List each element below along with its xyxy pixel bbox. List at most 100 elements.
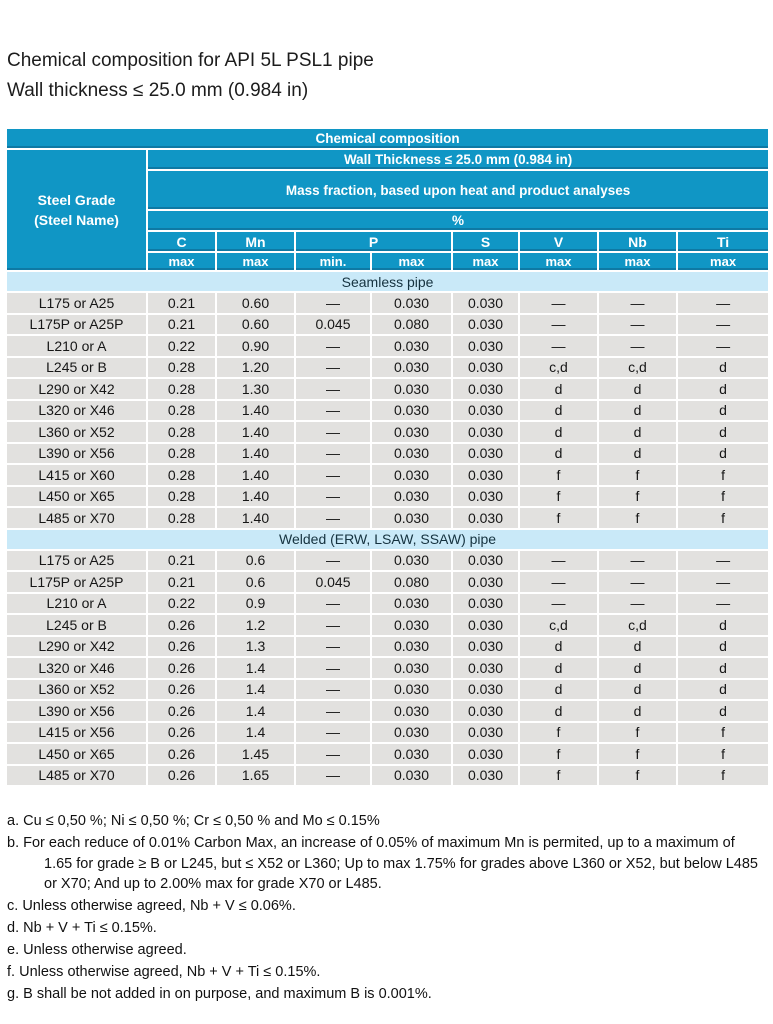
value-cell: c,d — [597, 355, 678, 379]
value-cell: c,d — [597, 613, 678, 637]
footnote-letter: d. — [7, 920, 20, 936]
value-cell: — — [294, 398, 372, 422]
value-cell: d — [518, 420, 599, 444]
value-cell: 0.030 — [370, 720, 453, 744]
value-cell: 0.28 — [146, 377, 217, 401]
value-cell: 0.080 — [370, 570, 453, 594]
value-cell: d — [518, 677, 599, 701]
value-cell: 0.030 — [451, 463, 520, 487]
value-cell: 0.26 — [146, 613, 217, 637]
value-cell: d — [597, 634, 678, 658]
value-cell: 0.26 — [146, 677, 217, 701]
value-cell: 0.030 — [451, 677, 520, 701]
value-cell: 1.4 — [215, 677, 296, 701]
value-cell: — — [518, 570, 599, 594]
value-cell: — — [675, 570, 771, 594]
value-cell: f — [518, 742, 599, 766]
value-cell: 0.030 — [451, 634, 520, 658]
steel-grade-cell: L415 or X60 — [5, 463, 148, 487]
table-row: L245 or B 0.26 1.2—0.030 0.030 c,d c,d d — [5, 613, 771, 637]
value-cell: f — [675, 763, 771, 787]
value-cell: 0.6 — [215, 570, 296, 594]
table-main-header: Chemical composition — [4, 127, 771, 150]
value-cell: — — [597, 548, 678, 572]
value-cell: — — [675, 312, 771, 336]
steel-grade-cell: L320 or X46 — [5, 656, 148, 680]
value-cell: d — [518, 634, 599, 658]
value-cell: 0.030 — [370, 763, 453, 787]
table-row: L210 or A 0.22 0.9—0.030 0.030— — — — [5, 591, 771, 615]
value-cell: 0.22 — [146, 334, 217, 358]
table-row: L320 or X46 0.26 1.4—0.030 0.030 d d d — [5, 656, 771, 680]
steel-grade-cell: L175P or A25P — [5, 570, 148, 594]
value-cell: d — [597, 677, 678, 701]
value-cell: 0.030 — [451, 699, 520, 723]
steel-grade-cell: L485 or X70 — [5, 763, 148, 787]
value-cell: 0.030 — [370, 677, 453, 701]
value-cell: 0.22 — [146, 591, 217, 615]
value-cell: 0.26 — [146, 763, 217, 787]
value-cell: d — [675, 613, 771, 637]
value-cell: d — [518, 377, 599, 401]
value-cell: 0.90 — [215, 334, 296, 358]
steel-grade-cell: L245 or B — [5, 355, 148, 379]
steel-grade-cell: L390 or X56 — [5, 441, 148, 465]
value-cell: d — [597, 398, 678, 422]
value-cell: 0.28 — [146, 420, 217, 444]
value-cell: d — [675, 398, 771, 422]
value-cell: f — [675, 484, 771, 508]
value-cell: 0.28 — [146, 506, 217, 530]
mass-fraction-header: Mass fraction, based upon heat and produ… — [145, 169, 771, 211]
value-cell: 0.28 — [146, 441, 217, 465]
value-cell: — — [597, 334, 678, 358]
value-cell: 0.030 — [451, 398, 520, 422]
value-cell: f — [597, 484, 678, 508]
value-cell: c,d — [518, 355, 599, 379]
value-cell: 0.030 — [451, 656, 520, 680]
value-cell: 0.030 — [370, 291, 453, 315]
table-row: L450 or X65 0.26 1.45—0.030 0.030 f f f — [5, 742, 771, 766]
value-cell: 0.030 — [451, 763, 520, 787]
table-row: L450 or X65 0.28 1.40—0.030 0.030 f f f — [5, 484, 771, 508]
document-title-block: Chemical composition for API 5L PSL1 pip… — [0, 0, 773, 106]
value-cell: 1.2 — [215, 613, 296, 637]
table-row: L320 or X46 0.28 1.40—0.030 0.030 d d d — [5, 398, 771, 422]
value-cell: — — [675, 291, 771, 315]
footnote-c: c. Unless otherwise agreed, Nb + V ≤ 0.0… — [7, 896, 763, 917]
page-subtitle: Wall thickness ≤ 25.0 mm (0.984 in) — [7, 80, 309, 101]
value-cell: 0.21 — [146, 291, 217, 315]
value-cell: f — [518, 720, 599, 744]
table-row: L245 or B 0.28 1.20—0.030 0.030 c,d c,d d — [5, 355, 771, 379]
value-cell: 0.030 — [370, 656, 453, 680]
value-cell: d — [675, 377, 771, 401]
value-cell: 0.045 — [294, 312, 372, 336]
value-cell: 1.40 — [215, 441, 296, 465]
table-row: L210 or A 0.22 0.90—0.030 0.030— — — — [5, 334, 771, 358]
footnote-e: e. Unless otherwise agreed. — [7, 940, 763, 961]
value-cell: — — [294, 763, 372, 787]
value-cell: 0.21 — [146, 312, 217, 336]
value-cell: 0.28 — [146, 398, 217, 422]
wall-thickness-header: Wall Thickness ≤ 25.0 mm (0.984 in) — [145, 148, 771, 171]
value-cell: 1.30 — [215, 377, 296, 401]
value-cell: — — [597, 570, 678, 594]
value-cell: 0.9 — [215, 591, 296, 615]
limit-header: max — [370, 251, 453, 272]
footnote-letter: a. — [7, 813, 20, 829]
value-cell: d — [597, 699, 678, 723]
value-cell: 0.080 — [370, 312, 453, 336]
footnote-f: f. Unless otherwise agreed, Nb + V + Ti … — [7, 962, 763, 983]
value-cell: — — [294, 463, 372, 487]
value-cell: 1.40 — [215, 398, 296, 422]
value-cell: 1.40 — [215, 484, 296, 508]
value-cell: — — [294, 591, 372, 615]
page-title: Chemical composition for API 5L PSL1 pip… — [7, 50, 374, 71]
value-cell: — — [518, 334, 599, 358]
limit-header: max — [215, 251, 296, 272]
footnote-b: b. For each reduce of 0.01% Carbon Max, … — [7, 833, 763, 895]
value-cell: — — [675, 334, 771, 358]
value-cell: 0.030 — [370, 355, 453, 379]
percent-header: % — [145, 209, 771, 232]
value-cell: — — [294, 548, 372, 572]
value-cell: 0.030 — [451, 591, 520, 615]
